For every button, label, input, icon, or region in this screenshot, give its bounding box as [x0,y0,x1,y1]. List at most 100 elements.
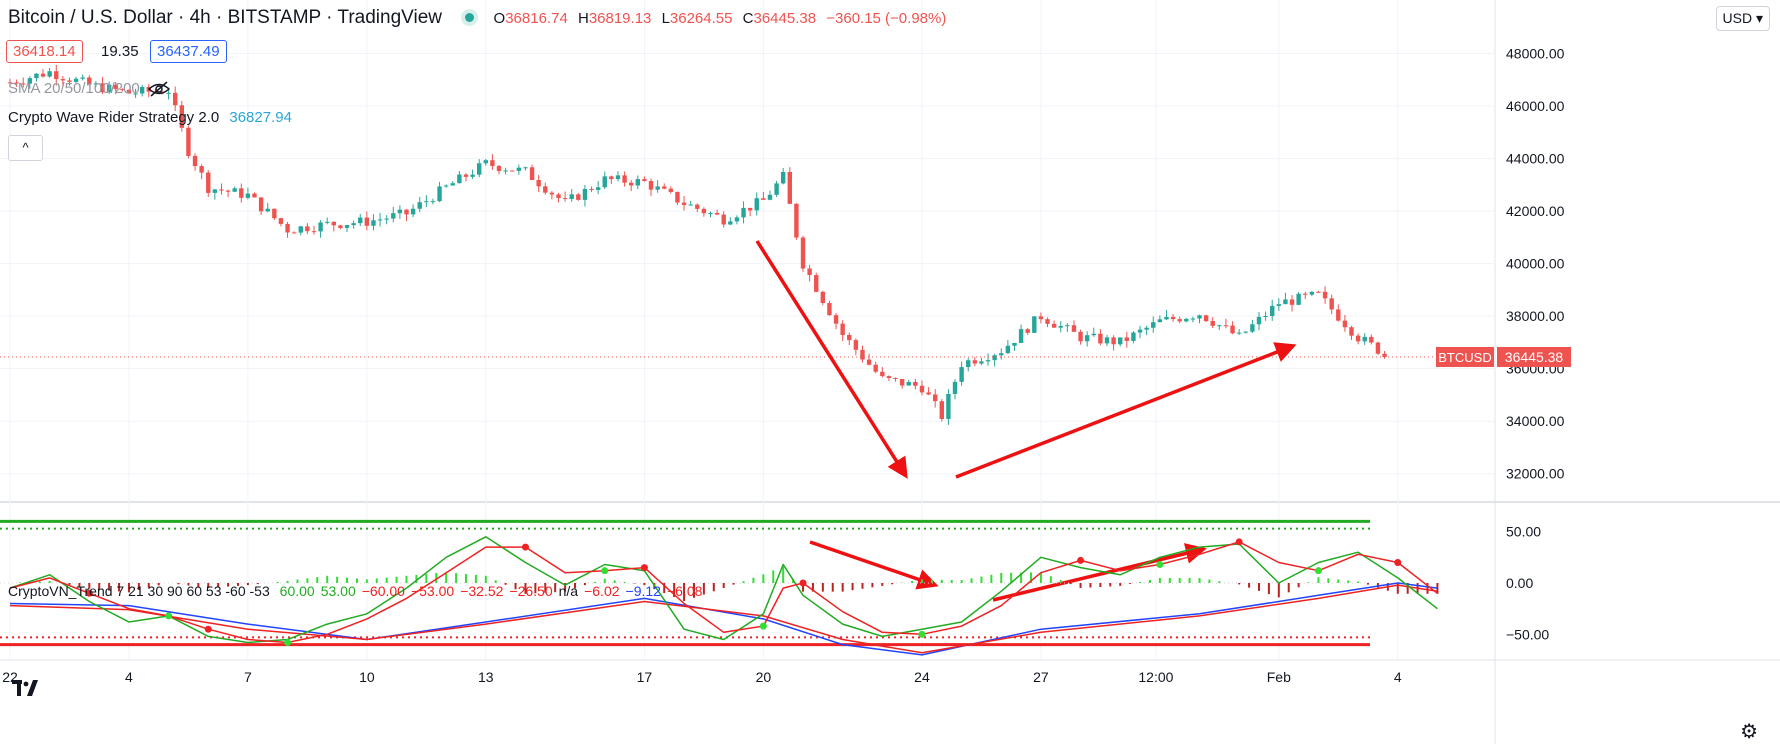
candle[interactable] [966,357,971,372]
candle[interactable] [1025,327,1030,335]
candle[interactable] [278,217,284,227]
candle[interactable] [695,203,700,213]
candle[interactable] [1131,331,1136,344]
candle[interactable] [1243,331,1248,334]
candle[interactable] [1210,317,1215,329]
candle[interactable] [1164,310,1169,321]
candle[interactable] [490,154,495,170]
candle[interactable] [100,77,105,94]
candle[interactable] [992,353,997,367]
strategy-indicator-label[interactable]: Crypto Wave Rider Strategy 2.0 36827.94 [8,109,292,126]
candle[interactable] [979,357,984,366]
candle[interactable] [1111,335,1116,351]
candle[interactable] [1217,324,1222,330]
candle[interactable] [840,320,845,342]
candle[interactable] [1032,316,1037,334]
candle[interactable] [827,300,832,316]
candle[interactable] [820,290,826,306]
candle[interactable] [708,211,713,218]
candle[interactable] [1051,320,1057,328]
candle[interactable] [1276,298,1282,311]
candle[interactable] [562,191,568,202]
candle[interactable] [80,74,85,81]
candle[interactable] [1170,313,1176,322]
candle[interactable] [615,171,621,182]
candle[interactable] [1289,295,1295,312]
candle[interactable] [272,208,277,221]
candle[interactable] [893,377,898,382]
candle[interactable] [569,188,574,202]
candle[interactable] [430,198,436,205]
candle[interactable] [1177,316,1182,324]
last-price-tag[interactable]: BTCUSD 36445.38 [1436,346,1571,367]
candle[interactable] [106,81,112,94]
candle[interactable] [959,361,964,386]
candle[interactable] [1038,312,1044,324]
candle[interactable] [179,100,185,132]
candle[interactable] [787,167,792,204]
candle[interactable] [311,226,317,235]
candle[interactable] [800,235,806,272]
candle[interactable] [1342,315,1348,332]
candle[interactable] [232,186,237,192]
candle[interactable] [325,217,330,225]
candle[interactable] [1045,317,1050,328]
candle[interactable] [681,195,687,211]
candle[interactable] [371,214,376,231]
candle[interactable] [245,187,251,200]
candle[interactable] [1223,318,1229,329]
candle[interactable] [549,191,555,200]
candle[interactable] [754,192,759,216]
candle[interactable] [602,171,607,190]
candle[interactable] [1283,292,1288,305]
candle[interactable] [450,181,455,186]
currency-select[interactable]: USD ▾ [1715,6,1770,31]
candle[interactable] [457,171,462,184]
candle[interactable] [206,170,211,197]
candle[interactable] [1303,291,1308,300]
candle[interactable] [833,313,839,330]
candle[interactable] [265,203,270,213]
candle[interactable] [397,205,403,219]
candle[interactable] [780,167,786,185]
candle[interactable] [582,184,588,207]
candle[interactable] [126,89,132,94]
candle[interactable] [622,171,627,187]
candle[interactable] [873,361,878,374]
candle[interactable] [1124,331,1130,348]
candle[interactable] [443,184,449,188]
candle[interactable] [939,399,944,422]
candle[interactable] [1369,334,1374,345]
candle[interactable] [880,367,885,378]
candle[interactable] [113,81,118,95]
candle[interactable] [866,353,872,366]
candle[interactable] [496,164,502,175]
candle[interactable] [926,387,931,396]
candle[interactable] [1316,290,1321,293]
oscillator-pane[interactable] [0,519,1439,656]
candle[interactable] [139,84,145,97]
candle[interactable] [1098,329,1103,346]
oscillator-axis[interactable]: 50.00 0.00 −50.00 [1506,524,1549,643]
candle[interactable] [913,378,918,390]
candle[interactable] [192,153,198,171]
candle[interactable] [258,197,264,216]
candle[interactable] [576,192,581,201]
candle[interactable] [886,375,892,382]
candle[interactable] [1309,291,1315,297]
candle[interactable] [305,223,310,235]
candle[interactable] [1058,321,1063,333]
candle[interactable] [14,79,19,87]
candle[interactable] [1270,299,1275,321]
candle[interactable] [701,207,707,217]
candle[interactable] [648,178,654,196]
candle[interactable] [252,192,257,198]
candle[interactable] [120,88,125,92]
candle[interactable] [364,211,370,231]
candle[interactable] [1118,337,1123,347]
candle[interactable] [133,88,138,98]
hidden-eye-icon[interactable] [147,81,171,97]
candle[interactable] [635,175,641,190]
candle[interactable] [1084,331,1090,347]
